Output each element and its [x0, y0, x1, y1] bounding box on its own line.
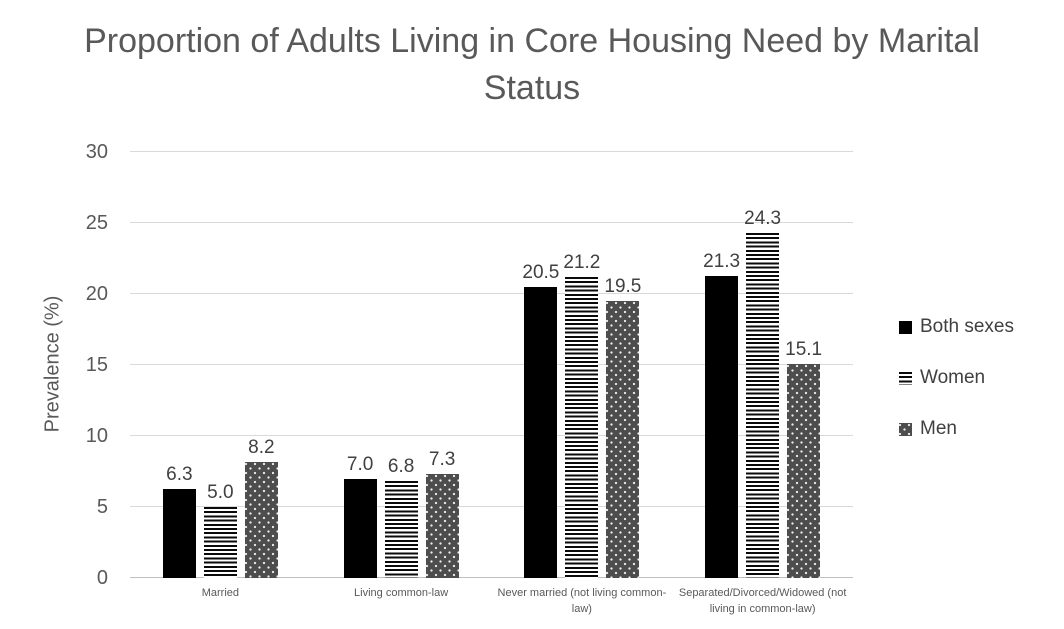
- gridline-10: [130, 435, 853, 437]
- y-tick-label-15: 15: [85, 354, 108, 376]
- bar-women: 21.2: [563, 252, 600, 578]
- bar-fill: [343, 478, 377, 578]
- gridline-5: [130, 506, 853, 508]
- bar-group: 7.0 6.8 7.3: [311, 152, 492, 578]
- plot-area: 6.3 5.0 8.2 7.0 6.8 7.3 20.5 21.2 19.5 21.3 24.3 15…: [130, 151, 853, 578]
- data-label: 21.3: [703, 250, 741, 272]
- x-axis-labels: Married Living common-law Never married (n…: [130, 586, 853, 618]
- x-axis-label: Never married (not living common-law): [497, 587, 667, 615]
- legend-label: Both sexes: [920, 316, 1014, 337]
- bar-women: 24.3: [744, 208, 781, 578]
- legend-item-both-sexes: Both sexes: [899, 316, 1014, 338]
- bar-fill: [162, 488, 196, 578]
- gridline-15: [130, 364, 853, 365]
- gridline-30: [130, 151, 853, 152]
- bar-men: 8.2: [244, 437, 278, 578]
- data-label: 7.0: [346, 453, 374, 475]
- gridline-25: [130, 222, 853, 223]
- legend-marker-icon: [899, 422, 912, 436]
- bar-both-sexes: 21.3: [703, 251, 740, 578]
- bar-men: 7.3: [425, 449, 459, 578]
- y-tick-label-30: 30: [85, 141, 108, 163]
- legend-label: Men: [920, 418, 957, 439]
- data-label: 8.2: [248, 436, 275, 458]
- bar-women: 5.0: [203, 482, 237, 578]
- bar-both-sexes: 6.3: [162, 464, 196, 578]
- bar-fill: [203, 507, 237, 578]
- legend-label: Women: [920, 367, 986, 388]
- data-label: 6.8: [387, 456, 415, 478]
- legend-item-men: Men: [899, 418, 1014, 440]
- bar-fill: [746, 232, 780, 578]
- bar-fill: [244, 461, 278, 578]
- legend-marker-icon: [899, 371, 912, 385]
- legend-item-women: Women: [899, 367, 1014, 389]
- y-tick-label-10: 10: [85, 425, 108, 447]
- x-axis-label: Separated/Divorced/Widowed (not living in…: [678, 587, 847, 615]
- bar-fill: [606, 301, 640, 578]
- x-axis-label: Married: [201, 587, 240, 599]
- bar-group: 21.3 24.3 15.1: [672, 152, 853, 578]
- x-axis-label: Living common-law: [354, 587, 449, 599]
- bar-both-sexes: 7.0: [343, 454, 377, 578]
- bar-men: 19.5: [604, 276, 641, 578]
- y-tick-label-20: 20: [85, 283, 108, 305]
- bar-fill: [425, 474, 459, 578]
- bar-fill: [524, 286, 558, 578]
- bar-fill: [565, 276, 599, 578]
- y-tick-label-0: 0: [96, 567, 108, 589]
- data-label: 19.5: [604, 276, 642, 298]
- y-tick-label-5: 5: [96, 496, 108, 518]
- data-label: 7.3: [428, 449, 456, 471]
- data-label: 24.3: [744, 207, 782, 229]
- data-label: 15.1: [785, 338, 823, 360]
- bar-fill: [787, 363, 821, 578]
- data-label: 6.3: [166, 463, 193, 485]
- bar-women: 6.8: [384, 456, 418, 578]
- gridline-20: [130, 293, 853, 295]
- bar-both-sexes: 20.5: [522, 262, 559, 578]
- data-label: 20.5: [522, 261, 560, 283]
- gridline-0: [130, 577, 853, 578]
- bar-group: 20.5 21.2 19.5: [492, 152, 673, 578]
- chart-title: Proportion of Adults Living in Core Hous…: [84, 22, 980, 107]
- bar-men: 15.1: [785, 339, 822, 578]
- data-label: 21.2: [563, 251, 601, 273]
- bar-fill: [705, 275, 739, 578]
- y-tick-label-25: 25: [85, 212, 108, 234]
- data-label: 5.0: [207, 482, 234, 504]
- bar-fill: [384, 481, 418, 578]
- bar-group: 6.3 5.0 8.2: [130, 152, 311, 578]
- bar-groups: 6.3 5.0 8.2 7.0 6.8 7.3 20.5 21.2 19.5 21.3 24.3 15…: [130, 152, 853, 578]
- legend-marker-icon: [899, 320, 912, 334]
- legend: Both sexes Women Men: [899, 316, 1014, 440]
